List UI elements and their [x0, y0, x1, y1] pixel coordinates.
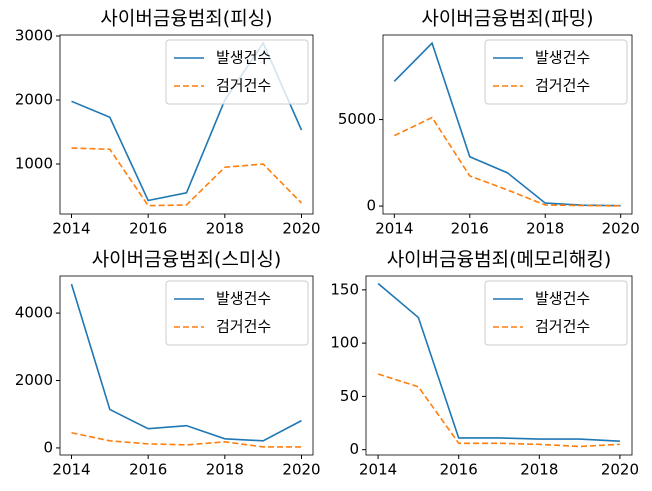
- y-tick-label: 5000: [338, 110, 376, 128]
- legend-label: 발생건수: [216, 49, 271, 67]
- axes-frame: [365, 275, 633, 456]
- y-tick-label: 0: [366, 197, 376, 215]
- y-tick-label: 2000: [15, 371, 53, 389]
- x-tick-label: 2016: [451, 220, 489, 238]
- legend-label: 검거건수: [535, 77, 590, 95]
- series-line: [70, 283, 302, 442]
- y-tick-label: 100: [330, 334, 359, 352]
- x-tick-label: 2020: [602, 220, 640, 238]
- legend-label: 검거건수: [216, 318, 271, 336]
- y-tick-label: 1000: [15, 155, 53, 173]
- x-tick-label: 2020: [282, 461, 320, 479]
- x-tick-label: 2018: [520, 461, 558, 479]
- legend-label: 발생건수: [535, 290, 590, 308]
- subplot: 사이버금융범죄(메모리해킹) 0 50 100 150 2014 2016 2018 2020 발…: [330, 249, 639, 479]
- series-line: [377, 282, 620, 442]
- legend-label: 발생건수: [216, 290, 271, 308]
- subplot-title: 사이버금융범죄(파밍): [421, 8, 593, 30]
- legend-box: [484, 39, 628, 105]
- x-tick-label: 2016: [440, 461, 478, 479]
- axes-frame: [59, 275, 314, 456]
- series-line: [71, 147, 303, 207]
- axes-frame: [382, 34, 633, 215]
- y-tick-label: 0: [349, 440, 359, 458]
- x-tick-label: 2018: [206, 220, 244, 238]
- legend-label: 검거건수: [535, 318, 590, 336]
- series-line: [393, 116, 621, 207]
- subplot-title: 사이버금융범죄(메모리해킹): [387, 249, 612, 271]
- y-tick-label: 50: [340, 387, 359, 405]
- y-tick-label: 2000: [15, 91, 53, 109]
- x-tick-label: 2020: [601, 461, 639, 479]
- legend-label: 검거건수: [216, 77, 271, 95]
- y-tick-label: 4000: [15, 304, 53, 322]
- x-tick-label: 2014: [359, 461, 397, 479]
- y-tick-label: 0: [43, 438, 53, 456]
- subplot-title: 사이버금융범죄(스미싱): [92, 249, 282, 271]
- subplot: 사이버금융범죄(스미싱) 0 2000 4000 2014 2016 2018 2020 발생건…: [15, 249, 321, 479]
- y-tick-label: 150: [330, 280, 359, 298]
- x-tick-label: 2016: [129, 461, 167, 479]
- legend-label: 발생건수: [535, 49, 590, 67]
- x-tick-label: 2018: [526, 220, 564, 238]
- x-tick-label: 2014: [52, 220, 90, 238]
- axes-frame: [59, 34, 314, 215]
- legend-box: [165, 280, 309, 346]
- series-line: [377, 373, 620, 448]
- x-tick-label: 2014: [52, 461, 90, 479]
- subplot-title: 사이버금융범죄(피싱): [100, 8, 272, 30]
- x-tick-label: 2016: [129, 220, 167, 238]
- x-tick-label: 2018: [206, 461, 244, 479]
- legend-box: [484, 280, 628, 346]
- subplot: 사이버금융범죄(피싱) 1000 2000 3000 2014 2016 2018 2020 발…: [15, 8, 321, 238]
- y-tick-label: 3000: [15, 27, 53, 45]
- x-tick-label: 2014: [375, 220, 413, 238]
- series-line: [71, 431, 302, 448]
- legend-box: [165, 39, 309, 105]
- x-tick-label: 2020: [282, 220, 320, 238]
